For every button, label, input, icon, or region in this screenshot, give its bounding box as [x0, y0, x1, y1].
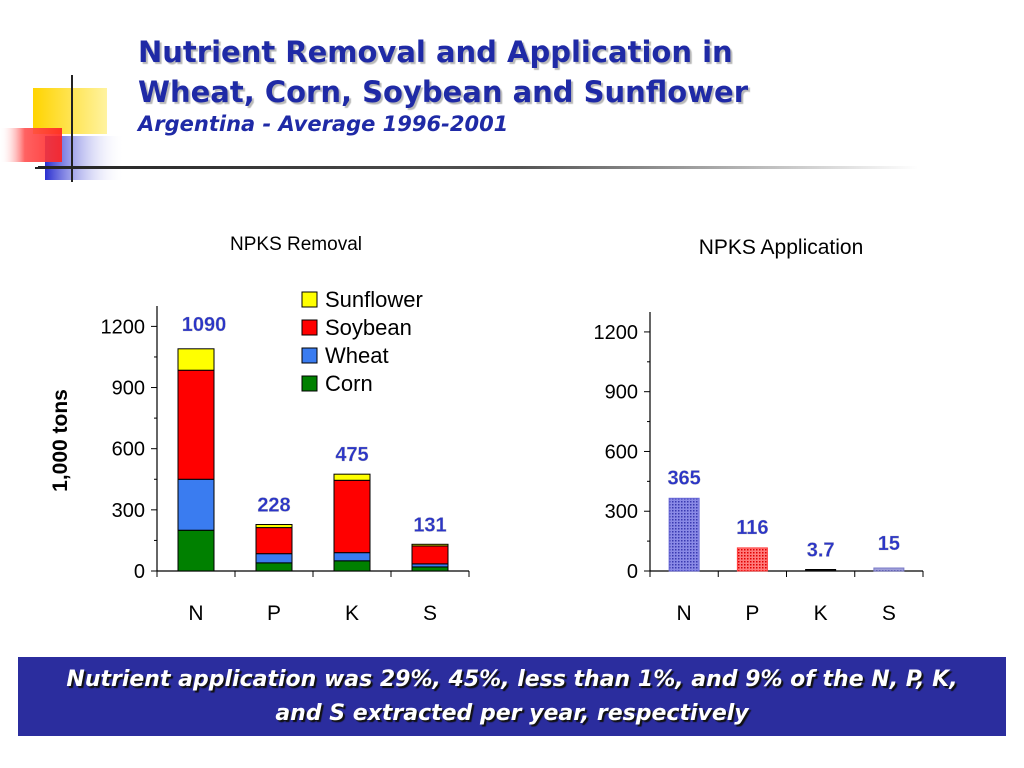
- legend-label-corn: Corn: [325, 371, 373, 396]
- y-tick-label: 900: [112, 378, 145, 400]
- slide-title-line-2: Wheat, Corn, Soybean and Sunflower: [138, 75, 748, 109]
- x-tick-label: K: [814, 602, 828, 625]
- chart-title-1: NPKS Application: [699, 236, 864, 259]
- legend-swatch-corn: [301, 375, 318, 392]
- application-bar-K: [805, 569, 837, 572]
- bar-segment-corn-K: [333, 560, 371, 572]
- total-label: 1090: [182, 314, 227, 336]
- bar-segment-soybean-P: [255, 527, 293, 555]
- bar-segment-sunflower-K: [333, 473, 371, 481]
- y-tick-label: 300: [112, 500, 145, 522]
- x-tick-label: N: [188, 602, 203, 625]
- y-tick-label: 0: [134, 561, 145, 583]
- y-tick-label: 1200: [101, 316, 146, 338]
- total-label: 131: [413, 514, 446, 536]
- deco-red-bar: [0, 128, 62, 162]
- bar-segment-soybean-N: [177, 369, 215, 480]
- bar-segment-wheat-N: [177, 478, 215, 531]
- application-bar-N: [668, 497, 700, 572]
- deco-yellow-square: [33, 88, 107, 134]
- value-label: 3.7: [807, 539, 835, 561]
- legend-label-wheat: Wheat: [325, 343, 389, 368]
- slide-subtitle: Argentina - Average 1996-2001: [138, 112, 509, 136]
- x-tick-label: P: [267, 602, 281, 625]
- title-divider: [38, 166, 918, 169]
- title-block: Nutrient Removal and Application in Whea…: [138, 32, 748, 136]
- legend-swatch-sunflower: [301, 291, 318, 308]
- y-tick-label: 600: [112, 439, 145, 461]
- y-tick-label: 0: [627, 561, 638, 583]
- y-tick-label: 1200: [594, 322, 639, 344]
- bar-segment-corn-N: [177, 529, 215, 572]
- legend-label-soybean: Soybean: [325, 315, 412, 340]
- x-tick-label: N: [677, 602, 692, 625]
- y-axis-label: 1,000 tons: [49, 389, 72, 492]
- bar-segment-wheat-K: [333, 552, 371, 562]
- bar-segment-soybean-K: [333, 479, 371, 554]
- legend-swatch-soybean: [301, 319, 318, 336]
- x-tick-label: P: [745, 602, 759, 625]
- application-bar-P: [736, 547, 768, 572]
- chart-title-0: NPKS Removal: [230, 234, 362, 255]
- x-tick-label: S: [882, 602, 896, 625]
- value-label: 365: [667, 467, 700, 489]
- legend-label-sunflower: Sunflower: [325, 287, 423, 312]
- conclusion-text: Nutrient application was 29%, 45%, less …: [66, 666, 958, 726]
- value-label: 116: [736, 517, 768, 539]
- x-tick-label: S: [423, 602, 437, 625]
- total-label: 228: [257, 495, 290, 517]
- y-tick-label: 300: [605, 501, 638, 523]
- legend-swatch-wheat: [301, 347, 318, 364]
- value-label: 15: [878, 533, 900, 555]
- bar-segment-sunflower-P: [255, 524, 293, 529]
- slide-title-line-1: Nutrient Removal and Application in: [138, 35, 733, 69]
- y-tick-label: 900: [605, 382, 638, 404]
- bar-segment-wheat-P: [255, 553, 293, 564]
- bar-segment-soybean-S: [411, 545, 449, 565]
- charts-canvas: NPKS Removal 0 300 600 900 1200 N P K S 1,000 tons…: [49, 234, 924, 625]
- y-tick-label: 600: [605, 441, 638, 463]
- bar-segment-sunflower-S: [411, 543, 449, 547]
- application-bar-S: [873, 567, 905, 572]
- bar-segment-corn-P: [255, 562, 293, 572]
- bar-segment-sunflower-N: [177, 348, 215, 371]
- bar-segment-corn-S: [411, 566, 449, 572]
- x-tick-label: K: [345, 602, 359, 625]
- total-label: 475: [335, 444, 368, 466]
- conclusion-box: Nutrient application was 29%, 45%, less …: [18, 657, 1006, 736]
